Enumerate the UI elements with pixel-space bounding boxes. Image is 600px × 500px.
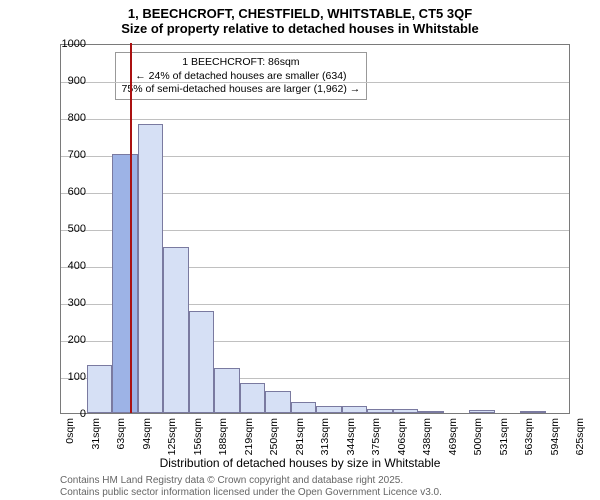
property-marker-line <box>130 43 132 413</box>
gridline <box>61 119 569 120</box>
x-tick-label: 0sqm <box>64 418 76 478</box>
annotation-line3: 75% of semi-detached houses are larger (… <box>122 83 361 96</box>
x-tick-label: 563sqm <box>523 418 535 478</box>
x-tick-label: 94sqm <box>141 418 153 478</box>
y-tick-label: 400 <box>46 260 86 272</box>
chart-title-line1: 1, BEECHCROFT, CHESTFIELD, WHITSTABLE, C… <box>0 6 600 21</box>
x-tick-label: 313sqm <box>319 418 331 478</box>
y-tick-label: 300 <box>46 297 86 309</box>
y-tick-label: 100 <box>46 371 86 383</box>
x-tick-label: 406sqm <box>396 418 408 478</box>
x-tick-label: 31sqm <box>90 418 102 478</box>
bar <box>189 311 215 413</box>
bar <box>138 124 164 413</box>
y-tick-label: 500 <box>46 223 86 235</box>
bar <box>87 365 113 413</box>
bar <box>291 402 317 413</box>
chart-title-line2: Size of property relative to detached ho… <box>0 21 600 36</box>
x-tick-label: 250sqm <box>268 418 280 478</box>
x-tick-label: 188sqm <box>217 418 229 478</box>
x-tick-label: 469sqm <box>447 418 459 478</box>
footer-line2: Contains public sector information licen… <box>60 487 442 498</box>
bar <box>163 247 189 414</box>
gridline <box>61 82 569 83</box>
y-tick-label: 1000 <box>46 38 86 50</box>
x-tick-label: 156sqm <box>192 418 204 478</box>
y-tick-label: 600 <box>46 186 86 198</box>
x-tick-label: 219sqm <box>243 418 255 478</box>
bar <box>316 406 342 413</box>
x-tick-label: 500sqm <box>472 418 484 478</box>
x-tick-label: 281sqm <box>294 418 306 478</box>
annotation-line1: 1 BEECHCROFT: 86sqm <box>122 56 361 69</box>
bar <box>240 383 266 413</box>
bar <box>520 411 546 413</box>
bar <box>393 409 419 413</box>
annotation-line2: ← 24% of detached houses are smaller (63… <box>122 70 361 83</box>
x-tick-label: 531sqm <box>498 418 510 478</box>
bar <box>214 368 240 414</box>
x-tick-label: 594sqm <box>549 418 561 478</box>
chart-title-block: 1, BEECHCROFT, CHESTFIELD, WHITSTABLE, C… <box>0 0 600 36</box>
x-tick-label: 63sqm <box>115 418 127 478</box>
bar <box>265 391 291 413</box>
y-tick-label: 800 <box>46 112 86 124</box>
bar <box>469 410 495 413</box>
bar <box>367 409 393 413</box>
bar <box>342 406 368 413</box>
x-tick-label: 625sqm <box>574 418 586 478</box>
y-tick-label: 200 <box>46 334 86 346</box>
x-tick-label: 375sqm <box>370 418 382 478</box>
annotation-box: 1 BEECHCROFT: 86sqm ← 24% of detached ho… <box>115 52 368 99</box>
x-tick-label: 125sqm <box>166 418 178 478</box>
x-tick-label: 438sqm <box>421 418 433 478</box>
bar-highlight <box>112 154 138 413</box>
x-tick-label: 344sqm <box>345 418 357 478</box>
y-tick-label: 900 <box>46 75 86 87</box>
plot-area: 1 BEECHCROFT: 86sqm ← 24% of detached ho… <box>60 44 570 414</box>
y-tick-label: 700 <box>46 149 86 161</box>
bar <box>418 411 444 413</box>
